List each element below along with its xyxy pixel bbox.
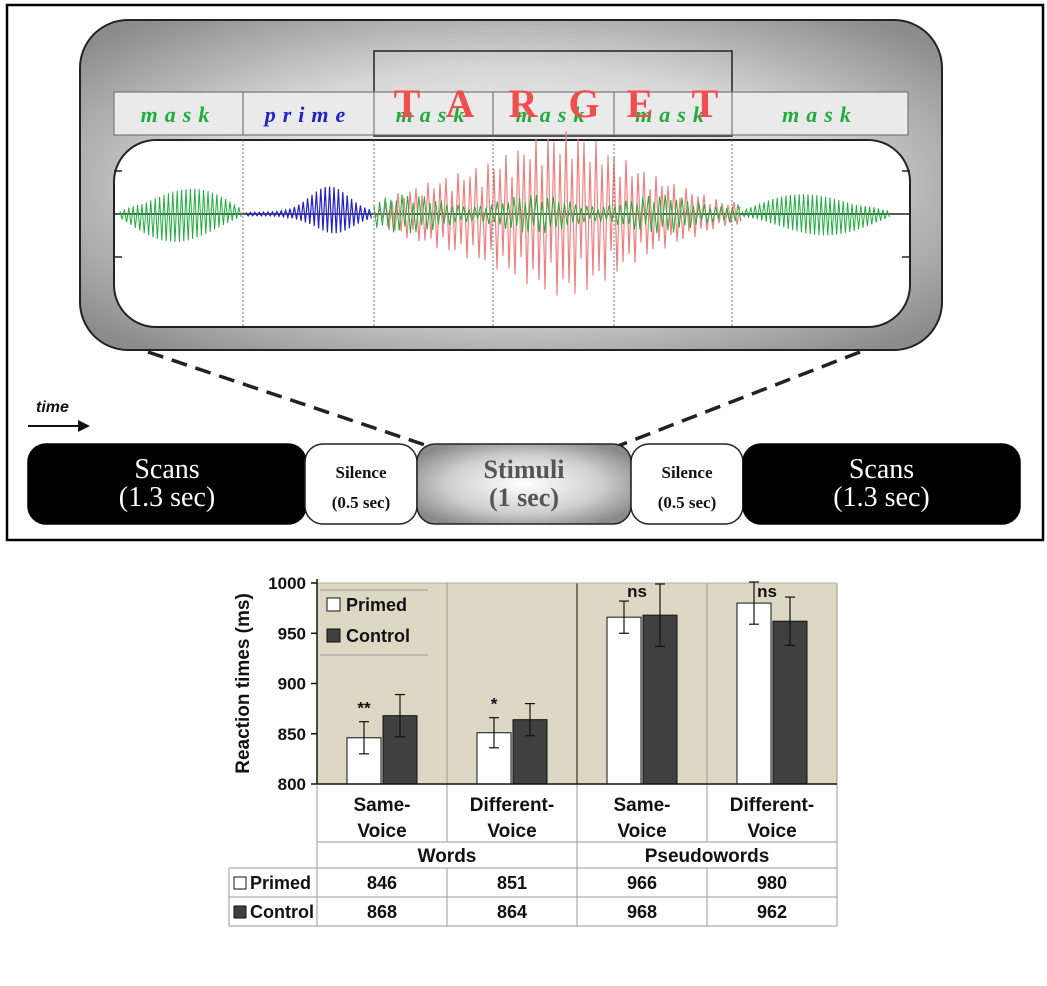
bar-primed: [606, 616, 642, 785]
y-tick-label: 900: [278, 675, 306, 694]
segment-label-mask: mask: [396, 102, 472, 127]
time-arrow-head: [78, 420, 90, 432]
target-letter: R: [509, 81, 539, 126]
y-axis: 800 850 900 950 1000: [268, 574, 318, 794]
timeline-block-silence: [630, 443, 744, 525]
segment-label-mask: mask: [782, 102, 858, 127]
category-label-line2: Voice: [487, 821, 536, 842]
segment-label-strip: mask prime mask mask mask mask: [113, 91, 909, 136]
category-labels: Same- Voice Different- Voice Same- Voice Diffe…: [353, 795, 814, 842]
timeline-block-silence: [304, 443, 418, 525]
segment-label-prime: prime: [263, 102, 353, 127]
timeline-block-duration: (0.5 sec): [332, 493, 391, 512]
legend-label-primed: Primed: [346, 595, 407, 615]
table-row-label: Primed: [250, 873, 311, 893]
segment-dividers: [242, 140, 733, 327]
table-swatch-control: [233, 905, 247, 919]
timeline-block-scans: [742, 443, 1021, 525]
target-letter: G: [568, 81, 599, 126]
error-bars: [359, 581, 795, 755]
group-label: Words: [418, 846, 477, 867]
legend-swatch-control: [326, 628, 341, 643]
significance-mark: ns: [757, 582, 777, 601]
table-cell: 966: [627, 873, 657, 893]
timeline-block-duration: (0.5 sec): [658, 493, 717, 512]
target-letter: T: [394, 81, 421, 126]
target-letter: A: [446, 81, 475, 126]
timeline-block-title: Scans: [134, 454, 199, 485]
table-cell: 846: [367, 873, 397, 893]
y-tick-label: 800: [278, 775, 306, 794]
timeline-blocks: Scans(1.3 sec)Silence(0.5 sec)Stimuli(1 …: [27, 443, 1021, 525]
timeline-block-title: Silence: [336, 463, 387, 482]
table-cell: 980: [757, 873, 787, 893]
timeline-block-title: Silence: [662, 463, 713, 482]
data-table: Words Pseudowords Primed 846 851 966 980 Contro…: [228, 783, 838, 927]
category-label-line2: Voice: [617, 821, 666, 842]
category-label-line1: Same-: [613, 795, 670, 816]
target-letter: T: [692, 81, 719, 126]
table-cell: 962: [757, 902, 787, 922]
significance-mark: ns: [627, 582, 647, 601]
category-separators: [317, 582, 838, 784]
y-tick-label: 850: [278, 725, 306, 744]
legend: Primed Control: [320, 589, 428, 656]
category-label-line1: Different-: [470, 795, 554, 816]
y-tick-label: 950: [278, 624, 306, 643]
group-label: Pseudowords: [645, 846, 770, 867]
target-letter: E: [627, 81, 654, 126]
waveform-mask: [119, 188, 242, 242]
table-cell: 864: [497, 902, 527, 922]
timeline-block-duration: (1.3 sec): [119, 482, 215, 513]
timeline-block-duration: (1 sec): [489, 483, 559, 512]
waveform-mask: [741, 194, 890, 236]
table-swatch-primed: [233, 876, 247, 890]
timeline-block-title: Stimuli: [484, 455, 565, 484]
segment-label-mask: mask: [141, 102, 217, 127]
y-axis-label: Reaction times (ms): [233, 593, 254, 774]
timeline-block-title: Scans: [849, 454, 914, 485]
category-label-line2: Voice: [747, 821, 796, 842]
table-cell: 968: [627, 902, 657, 922]
waveform-mask: [373, 194, 742, 234]
category-label-line1: Different-: [730, 795, 814, 816]
table-cell: 851: [497, 873, 527, 893]
table-cell: 868: [367, 902, 397, 922]
bar-primed: [736, 602, 772, 785]
significance-mark: **: [357, 699, 371, 718]
category-label-line2: Voice: [357, 821, 406, 842]
y-tick-label: 1000: [268, 574, 306, 593]
significance-marks: ** *ns ns: [357, 582, 777, 718]
legend-label-control: Control: [346, 626, 410, 646]
zoom-line-right: [617, 350, 861, 448]
waveform-panel: [113, 139, 911, 328]
waveform-prime: [245, 186, 372, 234]
segment-strip-background: [113, 91, 909, 136]
waveforms: [119, 130, 890, 296]
table-row-label: Control: [250, 902, 314, 922]
legend-swatch-primed: [326, 597, 341, 612]
category-label-line1: Same-: [353, 795, 410, 816]
significance-mark: *: [491, 695, 498, 714]
time-label: time: [36, 399, 69, 416]
segment-label-mask: mask: [635, 102, 711, 127]
segment-label-mask: mask: [516, 102, 592, 127]
timeline-block-duration: (1.3 sec): [833, 482, 929, 513]
